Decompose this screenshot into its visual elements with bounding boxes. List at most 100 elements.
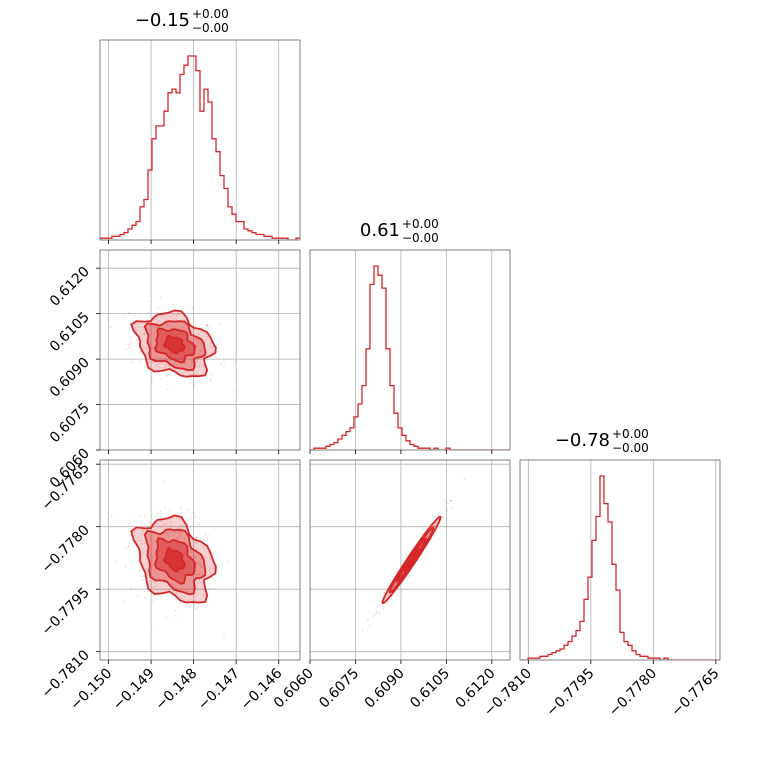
scatter-point xyxy=(189,550,192,552)
scatter-point xyxy=(366,618,369,621)
scatter-point xyxy=(163,581,166,584)
scatter-point xyxy=(166,533,169,536)
scatter-point xyxy=(189,373,192,376)
scatter-point xyxy=(200,326,203,329)
scatter-point xyxy=(159,526,162,529)
scatter-point xyxy=(164,357,167,360)
scatter-point xyxy=(165,523,167,525)
panel-frame xyxy=(99,39,301,241)
scatter-point xyxy=(450,507,453,510)
scatter-point xyxy=(160,361,163,364)
scatter-point xyxy=(199,538,202,540)
scatter-point xyxy=(159,520,162,522)
scatter-point xyxy=(176,315,178,317)
scatter-point xyxy=(128,347,131,349)
scatter-point xyxy=(156,322,159,325)
scatter-point xyxy=(169,327,171,330)
scatter-point xyxy=(152,575,155,578)
scatter-point xyxy=(182,327,185,329)
scatter-point xyxy=(444,500,447,503)
scatter-point xyxy=(213,359,216,361)
scatter-point xyxy=(195,536,198,539)
scatter-point xyxy=(183,537,186,540)
scatter-point xyxy=(208,535,211,537)
scatter-point xyxy=(446,509,449,512)
scatter-point xyxy=(166,374,168,377)
scatter-point xyxy=(144,523,147,526)
scatter-point xyxy=(128,312,130,315)
scatter-point xyxy=(209,379,212,382)
scatter-point xyxy=(194,599,197,602)
scatter-point xyxy=(200,566,202,569)
scatter-point xyxy=(212,346,215,348)
panel-frame xyxy=(99,459,301,661)
scatter-point xyxy=(150,553,153,556)
scatter-point xyxy=(156,326,159,328)
scatter-point xyxy=(128,343,131,346)
scatter-point xyxy=(198,380,201,382)
scatter-point xyxy=(379,604,381,607)
scatter-point xyxy=(170,521,173,524)
scatter-point xyxy=(196,360,199,363)
x-tick-label: −0.7765 xyxy=(668,666,722,720)
scatter-point xyxy=(195,338,198,340)
scatter-point xyxy=(444,507,447,510)
scatter-point xyxy=(206,324,208,327)
panel-title-1: 0.61 +0.00−0.00 xyxy=(360,217,439,245)
scatter-point xyxy=(447,502,449,505)
scatter-point xyxy=(199,350,202,353)
scatter-point xyxy=(437,512,440,514)
scatter-point xyxy=(149,324,152,327)
scatter-point xyxy=(450,500,453,502)
scatter-point xyxy=(153,336,155,339)
contour-level-3 xyxy=(162,334,186,355)
scatter-point xyxy=(197,573,199,575)
scatter-point xyxy=(176,527,179,529)
scatter-point xyxy=(127,545,130,548)
scatter-point xyxy=(463,478,466,480)
scatter-point xyxy=(382,607,385,610)
scatter-point xyxy=(386,602,389,605)
title-minus: −0.00 xyxy=(612,441,649,455)
scatter-point xyxy=(433,525,435,527)
scatter-point xyxy=(179,532,182,535)
scatter-point xyxy=(145,347,148,349)
scatter-point xyxy=(151,376,153,378)
scatter-point xyxy=(211,373,214,376)
scatter-point xyxy=(131,562,134,564)
panel-2-1: 0.6060 0.6075 0.6090 0.6105 0.6120 xyxy=(271,459,511,711)
scatter-point xyxy=(226,561,229,563)
scatter-point xyxy=(137,326,140,328)
scatter-point xyxy=(361,629,364,632)
scatter-point xyxy=(187,519,190,521)
scatter-point xyxy=(172,303,175,306)
scatter-point xyxy=(196,547,199,550)
scatter-point xyxy=(371,615,374,618)
scatter-point xyxy=(153,556,155,559)
scatter-point xyxy=(139,317,142,320)
scatter-point xyxy=(147,311,149,314)
y-tick-label: −0.7780 xyxy=(39,522,93,576)
scatter-point xyxy=(182,366,185,368)
scatter-point xyxy=(407,576,410,578)
scatter-point xyxy=(153,569,156,572)
scatter-point xyxy=(191,359,194,362)
scatter-point xyxy=(196,581,199,584)
scatter-point xyxy=(205,556,207,558)
scatter-point xyxy=(190,338,193,341)
scatter-point xyxy=(169,324,171,327)
scatter-point xyxy=(124,565,127,568)
scatter-point xyxy=(154,581,157,583)
scatter-point xyxy=(203,538,205,541)
scatter-point xyxy=(197,335,200,337)
scatter-point xyxy=(154,529,156,532)
scatter-point xyxy=(209,567,212,570)
y-tick-label: 0.6090 xyxy=(47,355,93,401)
title-plus: +0.00 xyxy=(612,427,649,441)
scatter-point xyxy=(163,507,166,510)
scatter-point xyxy=(161,314,164,317)
x-tick-label: −0.147 xyxy=(195,666,243,714)
scatter-point xyxy=(193,512,196,515)
panel-frame xyxy=(519,459,721,661)
